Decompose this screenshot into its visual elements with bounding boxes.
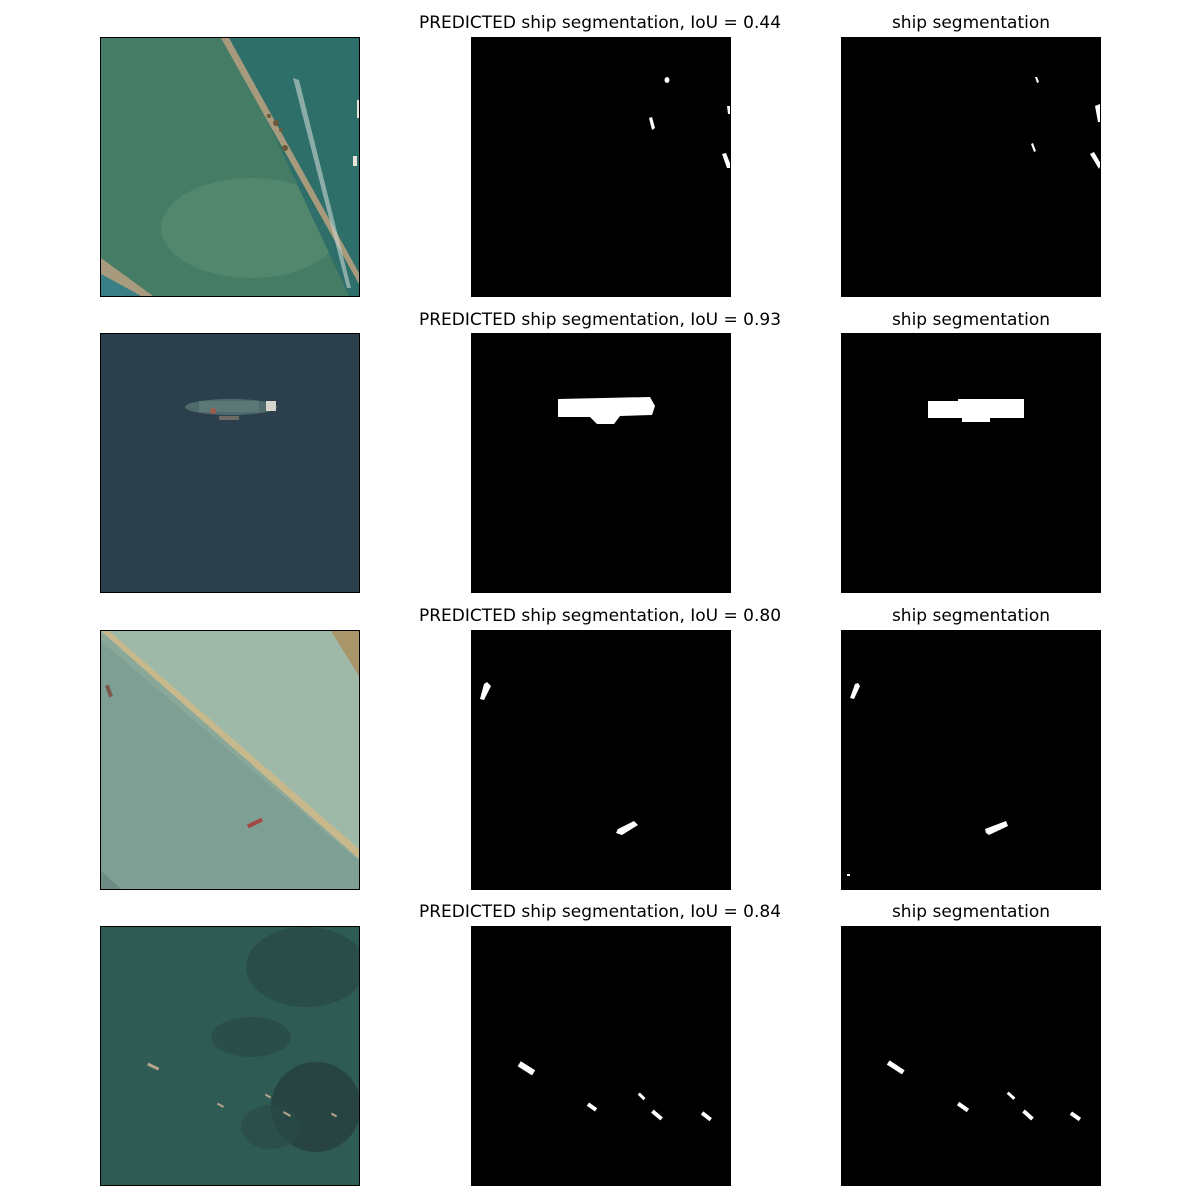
ground-truth-title-3: ship segmentation [891,606,1051,626]
predicted-mask-3 [471,630,731,890]
ground-truth-title-2: ship segmentation [891,310,1051,330]
ground-truth-mask-3 [841,630,1101,890]
predicted-title-1: PREDICTED ship segmentation, IoU = 0.44 [418,13,782,33]
ground-truth-mask-2 [841,333,1101,593]
predicted-mask-1 [471,37,731,297]
predicted-mask-4 [471,926,731,1186]
predicted-title-3: PREDICTED ship segmentation, IoU = 0.80 [418,606,782,626]
satellite-image-3 [100,630,360,890]
satellite-image-1 [100,37,360,297]
satellite-image-4 [100,926,360,1186]
ground-truth-mask-1 [841,37,1101,297]
ground-truth-title-1: ship segmentation [891,13,1051,33]
ground-truth-mask-4 [841,926,1101,1186]
predicted-title-2: PREDICTED ship segmentation, IoU = 0.93 [418,310,782,330]
ground-truth-title-4: ship segmentation [891,902,1051,922]
satellite-image-2 [100,333,360,593]
predicted-mask-2 [471,333,731,593]
predicted-title-4: PREDICTED ship segmentation, IoU = 0.84 [418,902,782,922]
